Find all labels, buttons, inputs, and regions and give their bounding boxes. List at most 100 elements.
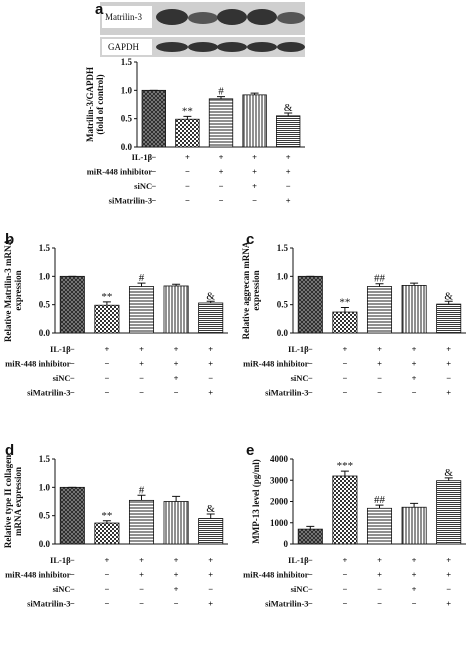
error-bar	[375, 504, 384, 509]
condition-sign: −	[104, 584, 109, 594]
bar	[332, 311, 358, 334]
condition-sign: +	[208, 555, 213, 565]
condition-sign: −	[252, 196, 257, 206]
bar	[297, 528, 323, 545]
blot-label-box	[102, 6, 152, 28]
condition-sign: −	[185, 167, 190, 177]
condition-sign: −	[286, 181, 291, 191]
bar	[242, 94, 267, 148]
y-axis-label: expression	[13, 270, 23, 310]
condition-sign: −	[308, 359, 313, 369]
condition-label: siNC	[291, 373, 309, 383]
condition-label: miR-448 inhibitor	[87, 167, 153, 177]
bar	[198, 302, 224, 334]
condition-sign: −	[70, 388, 75, 398]
condition-sign: −	[308, 584, 313, 594]
condition-label: siNC	[291, 584, 309, 594]
bar	[141, 89, 166, 148]
y-tick-label: 1000	[270, 518, 289, 528]
condition-sign: +	[208, 388, 213, 398]
significance-mark: &	[444, 467, 453, 479]
y-tick-label: 2000	[270, 497, 289, 507]
condition-sign: +	[446, 344, 451, 354]
blot-label: GAPDH	[108, 42, 140, 52]
y-axis-label: (fold of control)	[95, 74, 105, 134]
bar	[94, 304, 120, 334]
condition-label: siMatrilin-3	[109, 196, 152, 206]
bar	[175, 118, 200, 148]
condition-sign: +	[174, 570, 179, 580]
condition-label: miR-448 inhibitor	[5, 359, 71, 369]
panel-letter: e	[246, 442, 254, 459]
condition-sign: +	[377, 344, 382, 354]
error-bar	[217, 96, 225, 99]
significance-mark: **	[101, 291, 112, 303]
condition-label: siMatrilin-3	[27, 599, 70, 609]
condition-sign: −	[139, 599, 144, 609]
y-tick-label: 0.5	[277, 300, 289, 310]
condition-sign: +	[208, 599, 213, 609]
condition-sign: −	[185, 181, 190, 191]
y-tick-label: 1.0	[39, 271, 51, 281]
condition-sign: +	[286, 152, 291, 162]
condition-sign: +	[139, 570, 144, 580]
condition-sign: −	[342, 388, 347, 398]
condition-sign: +	[286, 167, 291, 177]
y-tick-label: 1.5	[39, 454, 51, 464]
condition-sign: −	[308, 599, 313, 609]
condition-sign: +	[412, 555, 417, 565]
error-bar	[410, 282, 419, 286]
y-tick-label: 0.0	[39, 539, 51, 549]
condition-sign: +	[412, 373, 417, 383]
significance-mark: &	[444, 290, 453, 302]
condition-sign: −	[377, 584, 382, 594]
error-bar	[340, 307, 349, 313]
condition-sign: −	[308, 388, 313, 398]
condition-sign: −	[412, 599, 417, 609]
condition-sign: +	[412, 359, 417, 369]
condition-sign: +	[446, 555, 451, 565]
condition-sign: −	[219, 181, 224, 191]
condition-sign: −	[342, 359, 347, 369]
y-tick-label: 0	[284, 539, 289, 549]
condition-sign: +	[104, 555, 109, 565]
condition-sign: −	[446, 584, 451, 594]
error-bar	[102, 520, 111, 524]
condition-sign: −	[174, 599, 179, 609]
condition-sign: +	[208, 359, 213, 369]
condition-label: miR-448 inhibitor	[5, 570, 71, 580]
condition-label: IL-1β	[288, 344, 309, 354]
significance-mark: &	[284, 102, 293, 114]
bar	[163, 501, 189, 545]
condition-sign: −	[342, 570, 347, 580]
bar	[436, 303, 462, 334]
bar	[366, 286, 393, 334]
error-bar	[444, 477, 453, 481]
condition-sign: +	[446, 359, 451, 369]
condition-sign: +	[342, 344, 347, 354]
condition-sign: +	[174, 584, 179, 594]
error-bar	[340, 470, 349, 476]
condition-sign: −	[174, 388, 179, 398]
condition-sign: +	[377, 359, 382, 369]
error-bar	[250, 92, 259, 95]
condition-sign: −	[104, 570, 109, 580]
bar	[198, 518, 224, 545]
y-tick-label: 4000	[270, 454, 289, 464]
condition-sign: +	[185, 152, 190, 162]
condition-sign: −	[139, 388, 144, 398]
bar	[208, 98, 234, 148]
y-axis-label: expression	[251, 270, 261, 310]
condition-sign: −	[104, 388, 109, 398]
condition-sign: +	[174, 373, 179, 383]
error-bar	[284, 112, 293, 116]
y-axis-label: Relative Matrilin-3 mRNA	[3, 239, 13, 342]
error-bar	[102, 301, 111, 306]
y-axis-label: Relative type II collagen	[3, 455, 13, 548]
condition-label: IL-1β	[50, 555, 71, 565]
y-tick-label: 1.0	[277, 271, 289, 281]
condition-sign: +	[208, 570, 213, 580]
condition-label: siNC	[134, 181, 152, 191]
condition-label: miR-448 inhibitor	[243, 359, 309, 369]
condition-sign: −	[139, 584, 144, 594]
